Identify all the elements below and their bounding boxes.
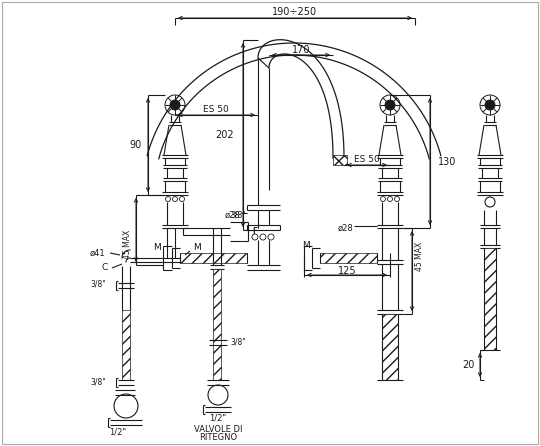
Text: M: M [153, 243, 161, 252]
Text: ES 50: ES 50 [354, 156, 380, 165]
Text: 45 MAX: 45 MAX [415, 242, 424, 271]
Circle shape [170, 100, 180, 110]
Text: 1/2": 1/2" [210, 413, 227, 422]
Text: 3/8": 3/8" [230, 338, 246, 347]
Bar [382, 314, 398, 380]
Text: ES 50: ES 50 [203, 106, 229, 115]
Bar [180, 253, 247, 263]
Text: ø28: ø28 [338, 223, 353, 232]
Text: F: F [252, 227, 257, 236]
Circle shape [385, 100, 395, 110]
Text: 20: 20 [463, 360, 475, 370]
Text: 1/2": 1/2" [110, 428, 126, 437]
Text: 202: 202 [215, 130, 234, 140]
Bar [320, 253, 377, 263]
Text: 3/8": 3/8" [90, 377, 106, 387]
Text: ø41: ø41 [90, 248, 105, 257]
Text: F: F [252, 227, 257, 235]
Bar [484, 248, 496, 350]
Text: M: M [302, 241, 310, 251]
Text: VALVOLE DI: VALVOLE DI [194, 425, 242, 434]
Text: M: M [193, 244, 201, 252]
Text: 3/8": 3/8" [230, 211, 246, 220]
Text: 3/8": 3/8" [90, 280, 106, 289]
Text: ø28: ø28 [224, 211, 240, 219]
Text: 170: 170 [292, 45, 310, 55]
Text: 130: 130 [438, 157, 456, 167]
Text: 125: 125 [338, 266, 356, 276]
Text: C: C [102, 264, 108, 273]
Bar [333, 155, 347, 165]
Text: 45 MAX: 45 MAX [123, 230, 132, 259]
Text: 190÷250: 190÷250 [273, 7, 318, 17]
Text: RITEGNO: RITEGNO [199, 434, 237, 442]
Circle shape [485, 100, 495, 110]
Bar [122, 310, 130, 380]
Text: 90: 90 [130, 140, 142, 150]
Bar [213, 269, 221, 380]
